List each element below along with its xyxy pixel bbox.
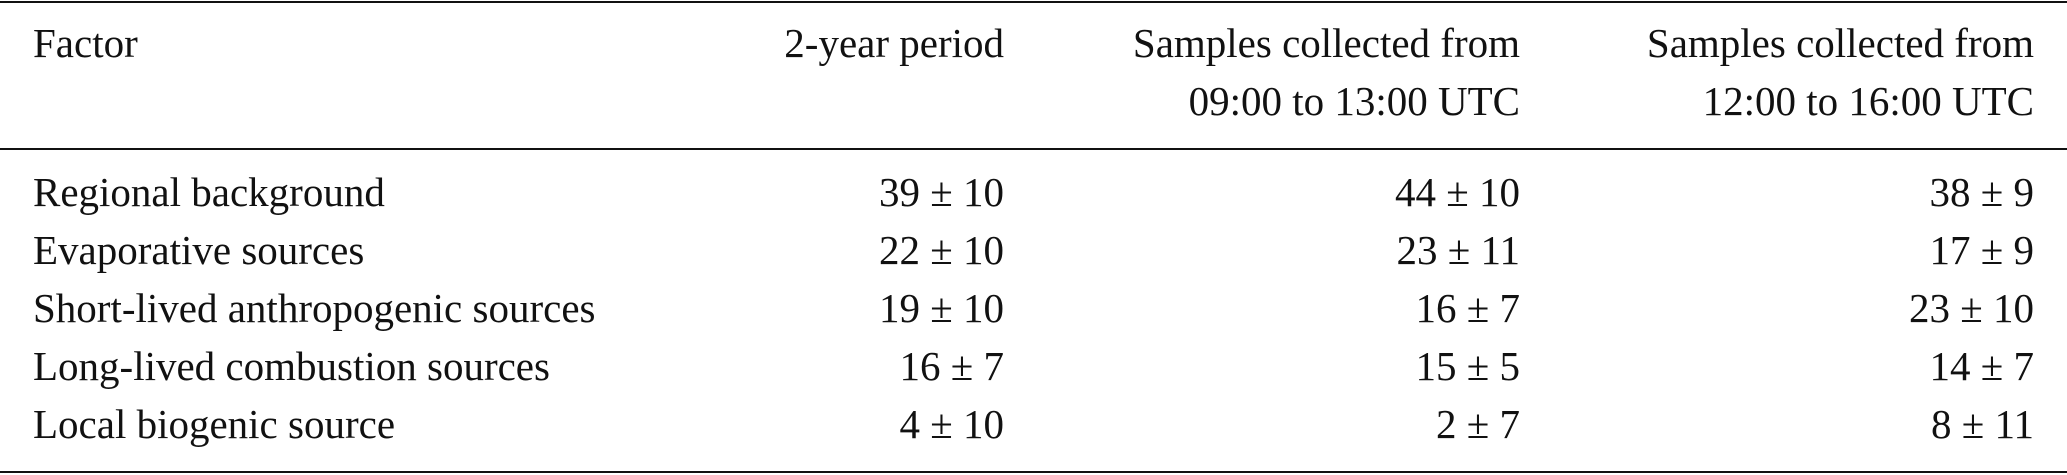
header-cell: 2-year period bbox=[784, 20, 1004, 66]
header-cell: Samples collected from bbox=[1646, 20, 2034, 66]
value-cell: 38 ± 9 bbox=[1929, 169, 2034, 215]
value-cell: 23 ± 10 bbox=[1908, 285, 2034, 331]
value-cell: 2 ± 7 bbox=[1435, 401, 1520, 447]
value-cell: 23 ± 11 bbox=[1396, 227, 1520, 273]
header-cell: 09:00 to 13:00 UTC bbox=[1188, 78, 1520, 124]
value-cell: 4 ± 10 bbox=[899, 401, 1004, 447]
header-cell: Factor bbox=[33, 20, 138, 66]
value-cell: 22 ± 10 bbox=[878, 227, 1004, 273]
value-cell: 16 ± 7 bbox=[1415, 285, 1520, 331]
header-rule bbox=[0, 148, 2067, 150]
header-cell: Samples collected from bbox=[1132, 20, 1520, 66]
row-label: Local biogenic source bbox=[33, 401, 396, 447]
value-cell: 15 ± 5 bbox=[1415, 343, 1520, 389]
value-cell: 44 ± 10 bbox=[1394, 169, 1520, 215]
value-cell: 14 ± 7 bbox=[1929, 343, 2034, 389]
top-rule bbox=[0, 1, 2067, 3]
bottom-rule bbox=[0, 471, 2067, 473]
header-cell: 12:00 to 16:00 UTC bbox=[1702, 78, 2034, 124]
row-label: Short-lived anthropogenic sources bbox=[33, 285, 596, 331]
row-label: Regional background bbox=[33, 169, 385, 215]
value-cell: 8 ± 11 bbox=[1931, 401, 2034, 447]
row-label: Evaporative sources bbox=[33, 227, 365, 273]
value-cell: 39 ± 10 bbox=[878, 169, 1004, 215]
value-cell: 19 ± 10 bbox=[878, 285, 1004, 331]
row-label: Long-lived combustion sources bbox=[33, 343, 550, 389]
value-cell: 16 ± 7 bbox=[899, 343, 1004, 389]
value-cell: 17 ± 9 bbox=[1929, 227, 2034, 273]
